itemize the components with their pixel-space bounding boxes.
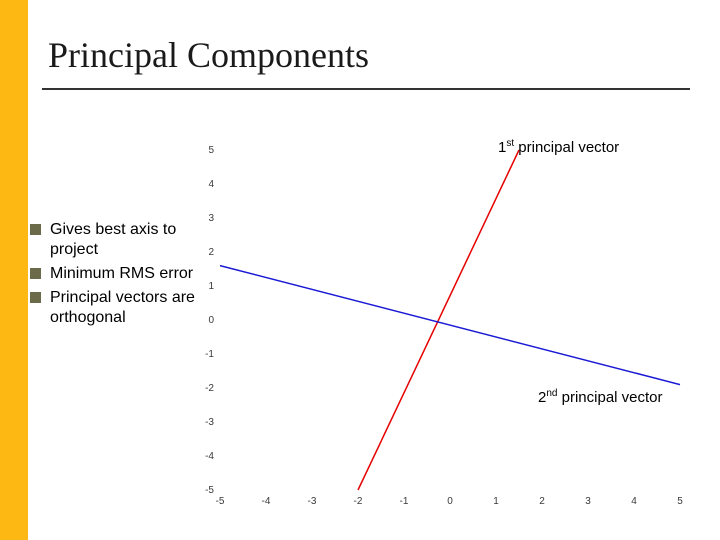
- y-tick-label: 0: [208, 315, 214, 326]
- y-tick-label: 2: [208, 247, 214, 258]
- bullet-text: Minimum RMS error: [50, 265, 193, 282]
- bullet-square-icon: [30, 268, 41, 279]
- chart-area: -5 -4 -3 -2 -1 0 1 2 3 4 5 -5 -4 -3 -2 -1 0 1 2 3 4 5: [180, 130, 700, 510]
- x-tick-label: 4: [631, 496, 637, 507]
- accent-stripe: [0, 0, 28, 540]
- y-tick-label: 1: [208, 281, 214, 292]
- y-tick-label: 5: [208, 145, 214, 156]
- x-tick-label: 0: [447, 496, 453, 507]
- bullet-text: Principal vectors are orthogonal: [50, 289, 195, 326]
- bullet-square-icon: [30, 292, 41, 303]
- x-tick-label: -3: [308, 496, 317, 507]
- y-tick-label: -4: [205, 451, 214, 462]
- y-tick-label: -1: [205, 349, 214, 360]
- bullet-text: Gives best axis to project: [50, 221, 176, 258]
- x-tick-label: 1: [493, 496, 499, 507]
- x-tick-label: -2: [354, 496, 363, 507]
- bullet-square-icon: [30, 224, 41, 235]
- page-title: Principal Components: [48, 34, 369, 76]
- x-tick-label: 5: [677, 496, 683, 507]
- y-tick-label: 4: [208, 179, 214, 190]
- chart-line-pv1: [358, 150, 519, 490]
- x-tick-label: 3: [585, 496, 591, 507]
- x-tick-label: 2: [539, 496, 545, 507]
- x-tick-label: -5: [216, 496, 225, 507]
- x-tick-label: -4: [262, 496, 271, 507]
- y-tick-label: -2: [205, 383, 214, 394]
- chart-svg: -5 -4 -3 -2 -1 0 1 2 3 4 5 -5 -4 -3 -2 -1 0 1 2 3 4 5: [180, 130, 700, 510]
- y-tick-label: -5: [205, 485, 214, 496]
- y-tick-label: -3: [205, 417, 214, 428]
- chart-line-pv2: [220, 266, 680, 385]
- x-tick-label: -1: [400, 496, 409, 507]
- y-tick-label: 3: [208, 213, 214, 224]
- title-underline: [42, 88, 690, 90]
